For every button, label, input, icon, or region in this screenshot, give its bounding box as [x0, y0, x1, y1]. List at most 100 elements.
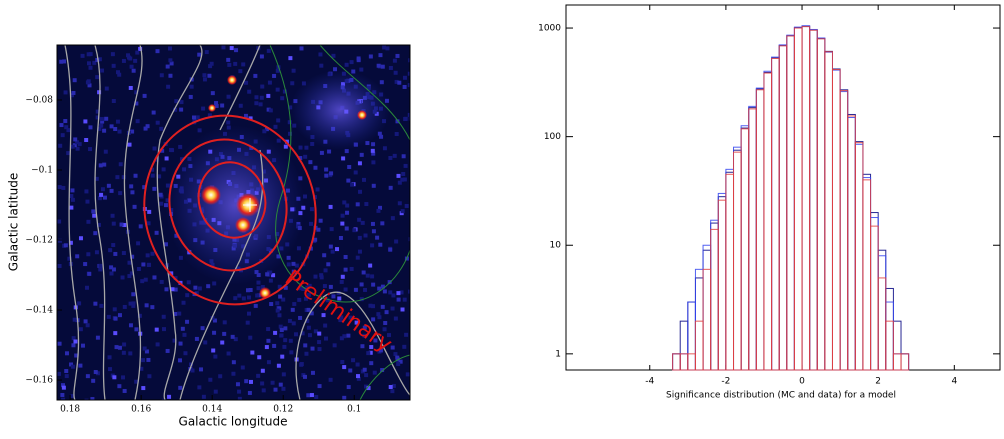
- noise-pixel: [108, 248, 113, 253]
- noise-pixel: [84, 137, 89, 142]
- noise-pixel: [74, 353, 79, 358]
- noise-pixel: [138, 46, 143, 51]
- noise-pixel: [291, 68, 296, 73]
- noise-pixel: [287, 318, 292, 323]
- noise-pixel: [402, 344, 407, 349]
- noise-pixel: [173, 107, 178, 112]
- noise-pixel: [405, 372, 410, 377]
- noise-pixel: [303, 343, 308, 348]
- noise-pixel: [344, 226, 349, 231]
- histogram-bar: [702, 268, 712, 371]
- noise-pixel: [368, 350, 373, 355]
- noise-pixel: [277, 313, 282, 318]
- histogram-bar: [679, 353, 689, 371]
- noise-pixel: [276, 118, 281, 123]
- noise-pixel: [278, 382, 283, 387]
- noise-pixel: [183, 351, 188, 356]
- noise-pixel: [395, 53, 400, 58]
- noise-pixel: [289, 350, 294, 355]
- histogram-bar: [862, 177, 872, 371]
- noise-pixel: [70, 188, 75, 193]
- noise-pixel: [211, 348, 216, 353]
- noise-pixel: [264, 345, 269, 350]
- noise-pixel: [98, 163, 103, 168]
- noise-pixel: [306, 393, 311, 398]
- noise-pixel: [108, 367, 113, 372]
- noise-pixel: [402, 297, 407, 302]
- noise-pixel: [359, 297, 364, 302]
- noise-pixel: [237, 293, 242, 298]
- noise-pixel: [355, 255, 360, 260]
- x-tick-label: 0.1: [347, 405, 361, 415]
- noise-pixel: [177, 358, 182, 363]
- point-source: [208, 104, 216, 112]
- noise-pixel: [308, 160, 313, 165]
- histogram-bar: [725, 168, 735, 371]
- noise-pixel: [111, 221, 116, 226]
- plot-frame: [565, 4, 1001, 371]
- noise-pixel: [127, 142, 132, 147]
- histogram-bar: [809, 29, 818, 371]
- noise-pixel: [278, 294, 283, 299]
- noise-pixel: [112, 307, 117, 312]
- noise-pixel: [256, 280, 261, 285]
- noise-pixel: [72, 78, 77, 83]
- noise-pixel: [400, 307, 405, 312]
- noise-pixel: [71, 90, 76, 95]
- noise-pixel: [393, 70, 398, 75]
- noise-pixel: [335, 247, 340, 252]
- noise-pixel: [346, 385, 351, 390]
- noise-pixel: [260, 285, 265, 290]
- noise-pixel: [117, 129, 122, 134]
- noise-pixel: [169, 61, 174, 66]
- noise-pixel: [299, 362, 304, 367]
- noise-pixel: [197, 128, 202, 133]
- noise-pixel: [102, 195, 107, 200]
- histogram-bar: [710, 228, 719, 371]
- noise-pixel: [88, 147, 93, 152]
- y-tick-label: −0.08: [25, 95, 53, 105]
- noise-pixel: [93, 231, 98, 236]
- noise-pixel: [378, 205, 383, 210]
- histogram-bar: [672, 353, 681, 371]
- noise-pixel: [362, 325, 367, 330]
- noise-pixel: [134, 327, 139, 332]
- noise-pixel: [309, 311, 314, 316]
- noise-pixel: [291, 321, 296, 326]
- noise-pixel: [60, 133, 65, 138]
- noise-pixel: [364, 202, 369, 207]
- noise-pixel: [113, 316, 118, 321]
- noise-pixel: [154, 230, 159, 235]
- noise-pixel: [394, 79, 399, 84]
- noise-pixel: [352, 228, 357, 233]
- noise-pixel: [353, 287, 358, 292]
- noise-pixel: [383, 320, 388, 325]
- histogram-bar: [717, 196, 727, 371]
- noise-pixel: [129, 184, 134, 189]
- noise-pixel: [388, 385, 393, 390]
- noise-pixel: [241, 296, 246, 301]
- noise-pixel: [304, 351, 309, 356]
- noise-pixel: [390, 345, 395, 350]
- noise-pixel: [134, 101, 139, 106]
- histogram-bar: [687, 301, 696, 371]
- noise-pixel: [349, 60, 354, 65]
- noise-pixel: [72, 317, 77, 322]
- noise-pixel: [277, 284, 282, 289]
- histogram-bar: [809, 29, 818, 371]
- x-tick-label: -4: [645, 377, 654, 387]
- noise-pixel: [394, 131, 399, 136]
- noise-pixel: [260, 368, 265, 373]
- noise-pixel: [168, 58, 173, 63]
- noise-pixel: [115, 70, 120, 75]
- noise-pixel: [397, 180, 402, 185]
- noise-pixel: [95, 335, 100, 340]
- noise-pixel: [222, 320, 227, 325]
- noise-pixel: [244, 80, 249, 85]
- histogram-bar: [786, 35, 795, 371]
- noise-pixel: [275, 87, 280, 92]
- noise-pixel: [390, 389, 395, 394]
- noise-pixel: [340, 274, 345, 279]
- noise-pixel: [70, 364, 75, 369]
- histogram-bar: [778, 45, 788, 371]
